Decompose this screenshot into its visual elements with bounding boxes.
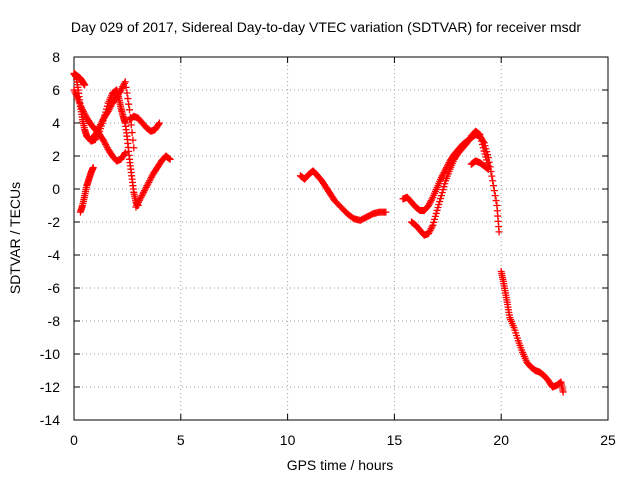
data-point [495,228,503,236]
y-tick-label: 4 [52,115,60,131]
data-point [428,195,436,203]
data-point [127,121,135,129]
data-point [559,388,567,396]
series-track-h [132,152,174,211]
y-tick-label: -6 [48,280,61,296]
data-point [489,177,497,185]
data-point [477,134,485,142]
data-point [478,140,486,148]
data-point [475,130,483,138]
data-point [490,187,498,195]
data-point [428,223,436,231]
y-tick-label: -8 [48,313,61,329]
data-point [484,165,492,173]
series-track-f [121,119,142,209]
data-point [165,155,173,163]
data-point [155,120,163,128]
y-tick-label: -12 [40,379,60,395]
y-tick-label: 6 [52,82,60,98]
data-point [126,106,134,114]
series-track-i [296,167,390,224]
series-track-l [467,157,492,173]
x-tick-label: 0 [70,432,78,448]
y-tick-label: 2 [52,148,60,164]
x-tick-label: 20 [493,432,509,448]
data-point [155,119,163,127]
x-tick-label: 25 [600,432,616,448]
data-point [478,137,486,145]
data-point [166,155,174,163]
data-point [89,164,97,172]
y-tick-label: -4 [48,247,61,263]
series-track-m [497,268,567,396]
series-track-k [407,127,492,239]
data-point [120,150,128,158]
chart-title: Day 029 of 2017, Sidereal Day-to-day VTE… [71,19,581,35]
data-point [124,95,132,103]
y-tick-label: -14 [40,412,60,428]
data-point [121,149,129,157]
y-axis-label: SDTVAR / TECUs [7,182,23,294]
data-point [491,192,499,200]
data-point [484,165,492,173]
data-point [123,89,131,97]
y-tick-label: 8 [52,49,60,65]
data-point [81,81,89,89]
data-point [121,78,129,86]
series-track-g [126,112,163,135]
data-points [70,70,567,396]
series-track-c [70,86,129,165]
y-tick-label: 0 [52,181,60,197]
data-point [476,131,484,139]
data-point [122,83,130,91]
x-tick-label: 15 [387,432,403,448]
data-point [125,100,133,108]
data-point [479,144,487,152]
data-point [488,172,496,180]
axis-ticks: 0 5 10 15 20 25 -14 -12 -10 -8 -6 -4 -2 0 2 4 6 8 [40,49,616,448]
series-track-e [87,78,138,152]
data-point [120,79,128,87]
data-point [382,208,390,216]
y-tick-label: -10 [40,346,60,362]
y-tick-label: -2 [48,214,61,230]
data-point [129,136,137,144]
x-tick-label: 5 [177,432,185,448]
data-point [492,197,500,205]
series-track-b [70,70,89,89]
series-track-d [76,164,97,216]
x-axis-label: GPS time / hours [287,457,394,473]
data-point [490,182,498,190]
x-tick-label: 10 [280,432,296,448]
plot-frame [73,56,609,421]
